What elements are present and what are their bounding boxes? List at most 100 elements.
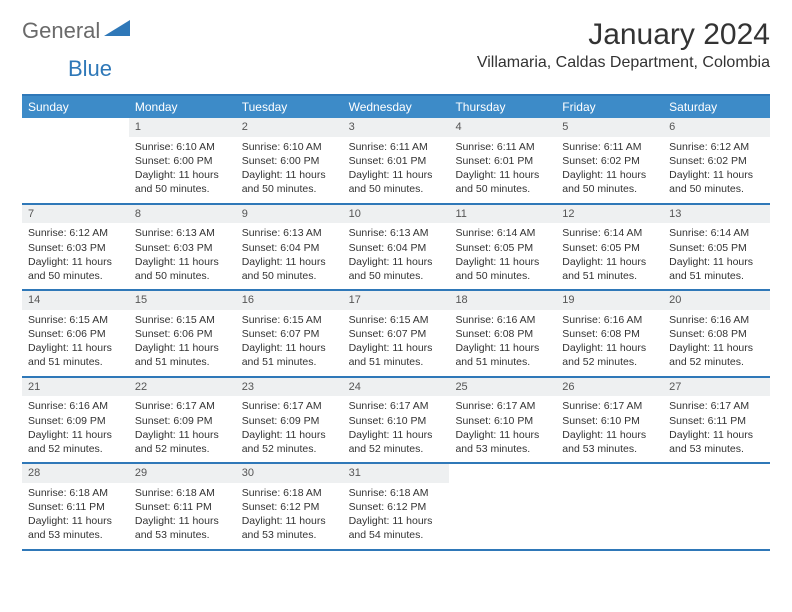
sunrise-text: Sunrise: 6:17 AM <box>242 399 337 413</box>
day-details: Sunrise: 6:17 AMSunset: 6:10 PMDaylight:… <box>556 396 663 462</box>
calendar-day-cell: 3Sunrise: 6:11 AMSunset: 6:01 PMDaylight… <box>343 118 450 203</box>
day-number <box>556 464 663 483</box>
day-number: 17 <box>343 291 450 310</box>
calendar-day-cell: 22Sunrise: 6:17 AMSunset: 6:09 PMDayligh… <box>129 378 236 463</box>
sunrise-text: Sunrise: 6:13 AM <box>242 226 337 240</box>
day-details: Sunrise: 6:16 AMSunset: 6:08 PMDaylight:… <box>663 310 770 376</box>
calendar-week-row: 21Sunrise: 6:16 AMSunset: 6:09 PMDayligh… <box>22 378 770 465</box>
daylight-text: Daylight: 11 hours and 50 minutes. <box>135 255 230 283</box>
daylight-text: Daylight: 11 hours and 53 minutes. <box>242 514 337 542</box>
day-number: 16 <box>236 291 343 310</box>
calendar-day-cell <box>449 464 556 549</box>
sunset-text: Sunset: 6:10 PM <box>562 414 657 428</box>
daylight-text: Daylight: 11 hours and 51 minutes. <box>669 255 764 283</box>
day-number: 29 <box>129 464 236 483</box>
day-details: Sunrise: 6:11 AMSunset: 6:01 PMDaylight:… <box>449 137 556 203</box>
calendar-day-cell: 12Sunrise: 6:14 AMSunset: 6:05 PMDayligh… <box>556 205 663 290</box>
weekday-header: Saturday <box>663 96 770 118</box>
day-number: 11 <box>449 205 556 224</box>
day-details: Sunrise: 6:18 AMSunset: 6:12 PMDaylight:… <box>343 483 450 549</box>
day-details: Sunrise: 6:15 AMSunset: 6:07 PMDaylight:… <box>236 310 343 376</box>
calendar-day-cell <box>663 464 770 549</box>
day-details: Sunrise: 6:17 AMSunset: 6:09 PMDaylight:… <box>236 396 343 462</box>
calendar-day-cell: 11Sunrise: 6:14 AMSunset: 6:05 PMDayligh… <box>449 205 556 290</box>
calendar-day-cell: 14Sunrise: 6:15 AMSunset: 6:06 PMDayligh… <box>22 291 129 376</box>
sunrise-text: Sunrise: 6:18 AM <box>349 486 444 500</box>
calendar-day-cell: 4Sunrise: 6:11 AMSunset: 6:01 PMDaylight… <box>449 118 556 203</box>
sunset-text: Sunset: 6:05 PM <box>562 241 657 255</box>
sunset-text: Sunset: 6:01 PM <box>455 154 550 168</box>
calendar-day-cell: 7Sunrise: 6:12 AMSunset: 6:03 PMDaylight… <box>22 205 129 290</box>
daylight-text: Daylight: 11 hours and 50 minutes. <box>669 168 764 196</box>
weekday-header: Sunday <box>22 96 129 118</box>
sunset-text: Sunset: 6:12 PM <box>242 500 337 514</box>
day-number: 20 <box>663 291 770 310</box>
sunset-text: Sunset: 6:07 PM <box>349 327 444 341</box>
weekday-header: Thursday <box>449 96 556 118</box>
weekday-header: Friday <box>556 96 663 118</box>
sunset-text: Sunset: 6:00 PM <box>242 154 337 168</box>
brand-text-blue: Blue <box>68 56 112 81</box>
sunset-text: Sunset: 6:01 PM <box>349 154 444 168</box>
calendar-day-cell: 28Sunrise: 6:18 AMSunset: 6:11 PMDayligh… <box>22 464 129 549</box>
day-details: Sunrise: 6:12 AMSunset: 6:02 PMDaylight:… <box>663 137 770 203</box>
sunrise-text: Sunrise: 6:11 AM <box>562 140 657 154</box>
day-details: Sunrise: 6:18 AMSunset: 6:11 PMDaylight:… <box>22 483 129 549</box>
day-number: 27 <box>663 378 770 397</box>
calendar-week-row: 28Sunrise: 6:18 AMSunset: 6:11 PMDayligh… <box>22 464 770 551</box>
sunrise-text: Sunrise: 6:14 AM <box>562 226 657 240</box>
daylight-text: Daylight: 11 hours and 52 minutes. <box>135 428 230 456</box>
daylight-text: Daylight: 11 hours and 50 minutes. <box>242 255 337 283</box>
day-details: Sunrise: 6:18 AMSunset: 6:12 PMDaylight:… <box>236 483 343 549</box>
calendar-day-cell: 16Sunrise: 6:15 AMSunset: 6:07 PMDayligh… <box>236 291 343 376</box>
sunrise-text: Sunrise: 6:18 AM <box>28 486 123 500</box>
sunrise-text: Sunrise: 6:16 AM <box>669 313 764 327</box>
sunrise-text: Sunrise: 6:11 AM <box>349 140 444 154</box>
sunrise-text: Sunrise: 6:12 AM <box>669 140 764 154</box>
day-number: 10 <box>343 205 450 224</box>
sunrise-text: Sunrise: 6:17 AM <box>135 399 230 413</box>
calendar-day-cell: 17Sunrise: 6:15 AMSunset: 6:07 PMDayligh… <box>343 291 450 376</box>
daylight-text: Daylight: 11 hours and 51 minutes. <box>28 341 123 369</box>
day-number <box>663 464 770 483</box>
sunset-text: Sunset: 6:09 PM <box>242 414 337 428</box>
day-number: 14 <box>22 291 129 310</box>
sunrise-text: Sunrise: 6:12 AM <box>28 226 123 240</box>
sunset-text: Sunset: 6:04 PM <box>242 241 337 255</box>
sunset-text: Sunset: 6:09 PM <box>28 414 123 428</box>
day-details: Sunrise: 6:11 AMSunset: 6:01 PMDaylight:… <box>343 137 450 203</box>
day-number: 12 <box>556 205 663 224</box>
sunset-text: Sunset: 6:02 PM <box>669 154 764 168</box>
sunrise-text: Sunrise: 6:13 AM <box>135 226 230 240</box>
calendar-day-cell: 25Sunrise: 6:17 AMSunset: 6:10 PMDayligh… <box>449 378 556 463</box>
daylight-text: Daylight: 11 hours and 52 minutes. <box>28 428 123 456</box>
day-number: 8 <box>129 205 236 224</box>
brand-text-general: General <box>22 18 100 44</box>
brand-triangle-icon <box>104 20 130 43</box>
sunrise-text: Sunrise: 6:10 AM <box>242 140 337 154</box>
sunset-text: Sunset: 6:09 PM <box>135 414 230 428</box>
day-number: 24 <box>343 378 450 397</box>
day-number: 2 <box>236 118 343 137</box>
calendar-day-cell: 2Sunrise: 6:10 AMSunset: 6:00 PMDaylight… <box>236 118 343 203</box>
day-details: Sunrise: 6:12 AMSunset: 6:03 PMDaylight:… <box>22 223 129 289</box>
sunset-text: Sunset: 6:11 PM <box>669 414 764 428</box>
calendar-day-cell: 18Sunrise: 6:16 AMSunset: 6:08 PMDayligh… <box>449 291 556 376</box>
day-details: Sunrise: 6:13 AMSunset: 6:03 PMDaylight:… <box>129 223 236 289</box>
calendar-day-cell: 23Sunrise: 6:17 AMSunset: 6:09 PMDayligh… <box>236 378 343 463</box>
daylight-text: Daylight: 11 hours and 52 minutes. <box>349 428 444 456</box>
calendar-day-cell: 8Sunrise: 6:13 AMSunset: 6:03 PMDaylight… <box>129 205 236 290</box>
day-number: 30 <box>236 464 343 483</box>
sunset-text: Sunset: 6:04 PM <box>349 241 444 255</box>
weekday-header-row: SundayMondayTuesdayWednesdayThursdayFrid… <box>22 96 770 118</box>
month-title: January 2024 <box>477 18 770 52</box>
day-details: Sunrise: 6:17 AMSunset: 6:11 PMDaylight:… <box>663 396 770 462</box>
day-number: 23 <box>236 378 343 397</box>
day-number: 3 <box>343 118 450 137</box>
day-details: Sunrise: 6:17 AMSunset: 6:10 PMDaylight:… <box>343 396 450 462</box>
day-details: Sunrise: 6:17 AMSunset: 6:10 PMDaylight:… <box>449 396 556 462</box>
day-details: Sunrise: 6:11 AMSunset: 6:02 PMDaylight:… <box>556 137 663 203</box>
sunrise-text: Sunrise: 6:16 AM <box>455 313 550 327</box>
brand-logo: General <box>22 18 132 44</box>
day-details: Sunrise: 6:15 AMSunset: 6:06 PMDaylight:… <box>129 310 236 376</box>
